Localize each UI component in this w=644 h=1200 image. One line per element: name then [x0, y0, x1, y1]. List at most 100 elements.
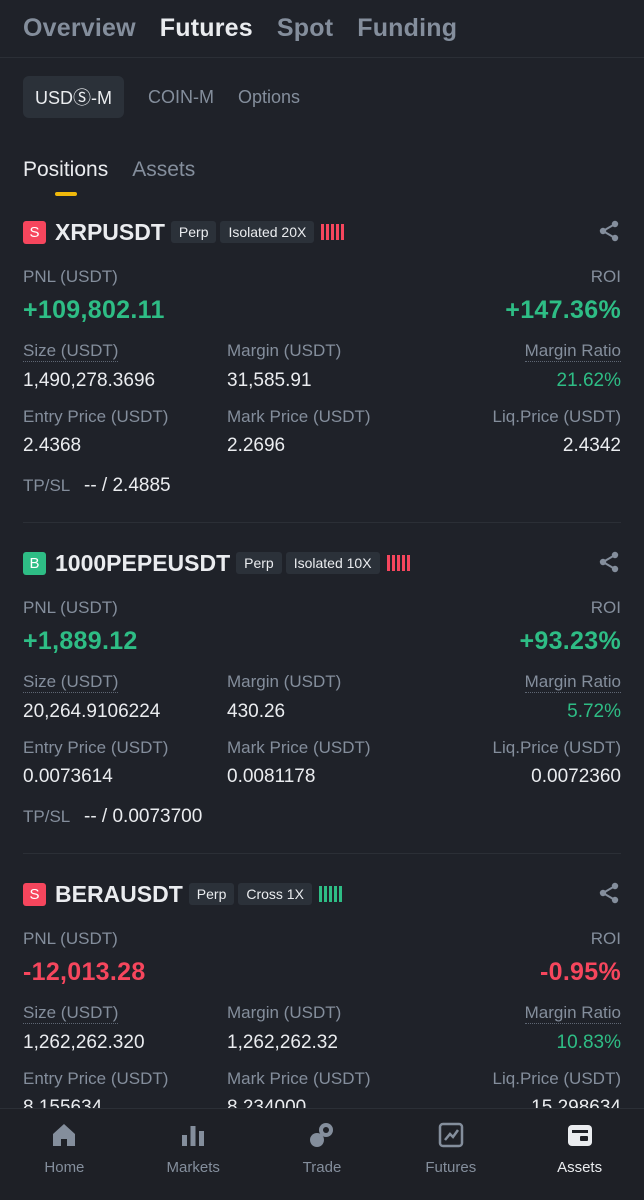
futures-type-tabs: USDⓈ-M COIN-M Options [0, 58, 644, 118]
symbol[interactable]: 1000PEPEUSDT [55, 549, 231, 576]
entry-price-label: Entry Price (USDT) [23, 407, 169, 426]
nav-home-label: Home [44, 1159, 85, 1176]
nav-trade[interactable]: Trade [258, 1109, 387, 1200]
margin-ratio-value: 10.83% [556, 1032, 621, 1053]
nav-markets[interactable]: Markets [129, 1109, 258, 1200]
entry-price-value: 8.155634 [23, 1097, 103, 1108]
tab-assets[interactable]: Assets [132, 158, 196, 181]
roi-value: +93.23% [519, 627, 621, 655]
tpsl-value[interactable]: -- / 0.0073700 [84, 806, 203, 827]
liq-price-value: 15.298634 [531, 1097, 621, 1108]
home-icon [53, 1124, 76, 1146]
bottom-nav: Home Markets Trade Futures Assets [0, 1108, 644, 1200]
position-card: B 1000PEPEUSDT Perp Isolated 10X PNL (US… [23, 523, 621, 854]
margin-label: Margin (USDT) [227, 672, 342, 691]
mark-price-label: Mark Price (USDT) [227, 738, 371, 757]
roi-value: +147.36% [505, 296, 621, 324]
position-header: S XRPUSDT Perp Isolated 20X [23, 219, 621, 245]
nav-assets[interactable]: Assets [515, 1109, 644, 1200]
entry-price-value: 2.4368 [23, 435, 82, 456]
bar-chart-icon [182, 1126, 205, 1146]
tab-spot[interactable]: Spot [276, 14, 334, 42]
pnl-value: +1,889.12 [23, 627, 138, 655]
risk-level-icon [321, 224, 345, 240]
nav-futures[interactable]: Futures [386, 1109, 515, 1200]
margin-ratio-value: 5.72% [567, 701, 621, 722]
mark-price-label: Mark Price (USDT) [227, 407, 371, 426]
tab-usds-m[interactable]: USDⓈ-M [23, 76, 124, 118]
nav-trade-label: Trade [302, 1159, 342, 1176]
symbol[interactable]: XRPUSDT [55, 218, 165, 245]
size-label[interactable]: Size (USDT) [23, 341, 119, 362]
top-tabs: Overview Futures Spot Funding [0, 0, 644, 58]
tpsl-value[interactable]: -- / 2.4885 [84, 475, 171, 496]
contract-type-tag: Perp [170, 221, 217, 243]
entry-price-label: Entry Price (USDT) [23, 738, 169, 757]
entry-price-value: 0.0073614 [23, 766, 113, 787]
liq-price-label: Liq.Price (USDT) [492, 407, 621, 426]
wallet-icon [567, 1125, 592, 1146]
position-card: S BERAUSDT Perp Cross 1X PNL (USDT) ROI … [23, 854, 621, 1108]
pnl-label: PNL (USDT) [23, 267, 118, 286]
mark-price-value: 2.2696 [227, 435, 286, 456]
margin-value: 31,585.91 [227, 370, 312, 391]
roi-label: ROI [590, 598, 621, 617]
contract-type-tag: Perp [188, 883, 235, 905]
positions-list: S XRPUSDT Perp Isolated 20X PNL (USDT) R… [0, 206, 644, 1108]
tpsl-label: TP/SL [23, 476, 71, 495]
liq-price-label: Liq.Price (USDT) [492, 738, 621, 757]
tpsl-label: TP/SL [23, 807, 71, 826]
margin-value: 430.26 [227, 701, 286, 722]
margin-value: 1,262,262.32 [227, 1032, 338, 1053]
margin-ratio-value: 21.62% [556, 370, 621, 391]
tab-positions[interactable]: Positions [23, 158, 108, 196]
roi-label: ROI [590, 267, 621, 286]
tab-funding[interactable]: Funding [357, 14, 458, 42]
margin-ratio-label[interactable]: Margin Ratio [524, 1003, 621, 1024]
nav-home[interactable]: Home [0, 1109, 129, 1200]
pnl-value: +109,802.11 [23, 296, 165, 324]
side-badge: S [23, 882, 46, 906]
share-icon[interactable] [597, 219, 621, 243]
share-icon[interactable] [597, 881, 621, 905]
tab-options[interactable]: Options [238, 86, 301, 107]
liq-price-label: Liq.Price (USDT) [492, 1069, 621, 1088]
size-label[interactable]: Size (USDT) [23, 1003, 119, 1024]
mark-price-value: 8.234000 [227, 1097, 307, 1108]
nav-assets-label: Assets [557, 1159, 603, 1176]
margin-label: Margin (USDT) [227, 1003, 342, 1022]
margin-mode-tag[interactable]: Cross 1X [238, 883, 312, 905]
roi-label: ROI [590, 929, 621, 948]
pnl-label: PNL (USDT) [23, 598, 118, 617]
nav-futures-label: Futures [425, 1159, 477, 1176]
size-value: 1,262,262.320 [23, 1032, 145, 1053]
margin-mode-tag[interactable]: Isolated 20X [220, 221, 315, 243]
tab-coin-m[interactable]: COIN-M [148, 86, 214, 107]
position-header: B 1000PEPEUSDT Perp Isolated 10X [23, 550, 621, 576]
side-badge: B [23, 551, 46, 575]
margin-mode-tag[interactable]: Isolated 10X [285, 552, 380, 574]
size-label[interactable]: Size (USDT) [23, 672, 119, 693]
symbol[interactable]: BERAUSDT [55, 880, 183, 907]
mark-price-label: Mark Price (USDT) [227, 1069, 371, 1088]
margin-label: Margin (USDT) [227, 341, 342, 360]
contract-type-tag: Perp [236, 552, 282, 574]
margin-ratio-label[interactable]: Margin Ratio [524, 341, 621, 362]
position-header: S BERAUSDT Perp Cross 1X [23, 881, 621, 907]
trade-icon [309, 1123, 333, 1147]
roi-value: -0.95% [539, 958, 621, 986]
liq-price-value: 2.4342 [562, 435, 621, 456]
position-card: S XRPUSDT Perp Isolated 20X PNL (USDT) R… [23, 206, 621, 523]
liq-price-value: 0.0072360 [531, 766, 621, 787]
risk-level-icon [318, 886, 342, 902]
pnl-value: -12,013.28 [23, 958, 146, 986]
risk-level-icon [386, 555, 410, 571]
margin-ratio-label[interactable]: Margin Ratio [524, 672, 621, 693]
pnl-label: PNL (USDT) [23, 929, 118, 948]
tab-overview[interactable]: Overview [23, 14, 136, 42]
mark-price-value: 0.0081178 [227, 766, 316, 787]
entry-price-label: Entry Price (USDT) [23, 1069, 169, 1088]
size-value: 1,490,278.3696 [23, 370, 156, 391]
share-icon[interactable] [597, 550, 621, 574]
tab-futures[interactable]: Futures [159, 14, 253, 42]
